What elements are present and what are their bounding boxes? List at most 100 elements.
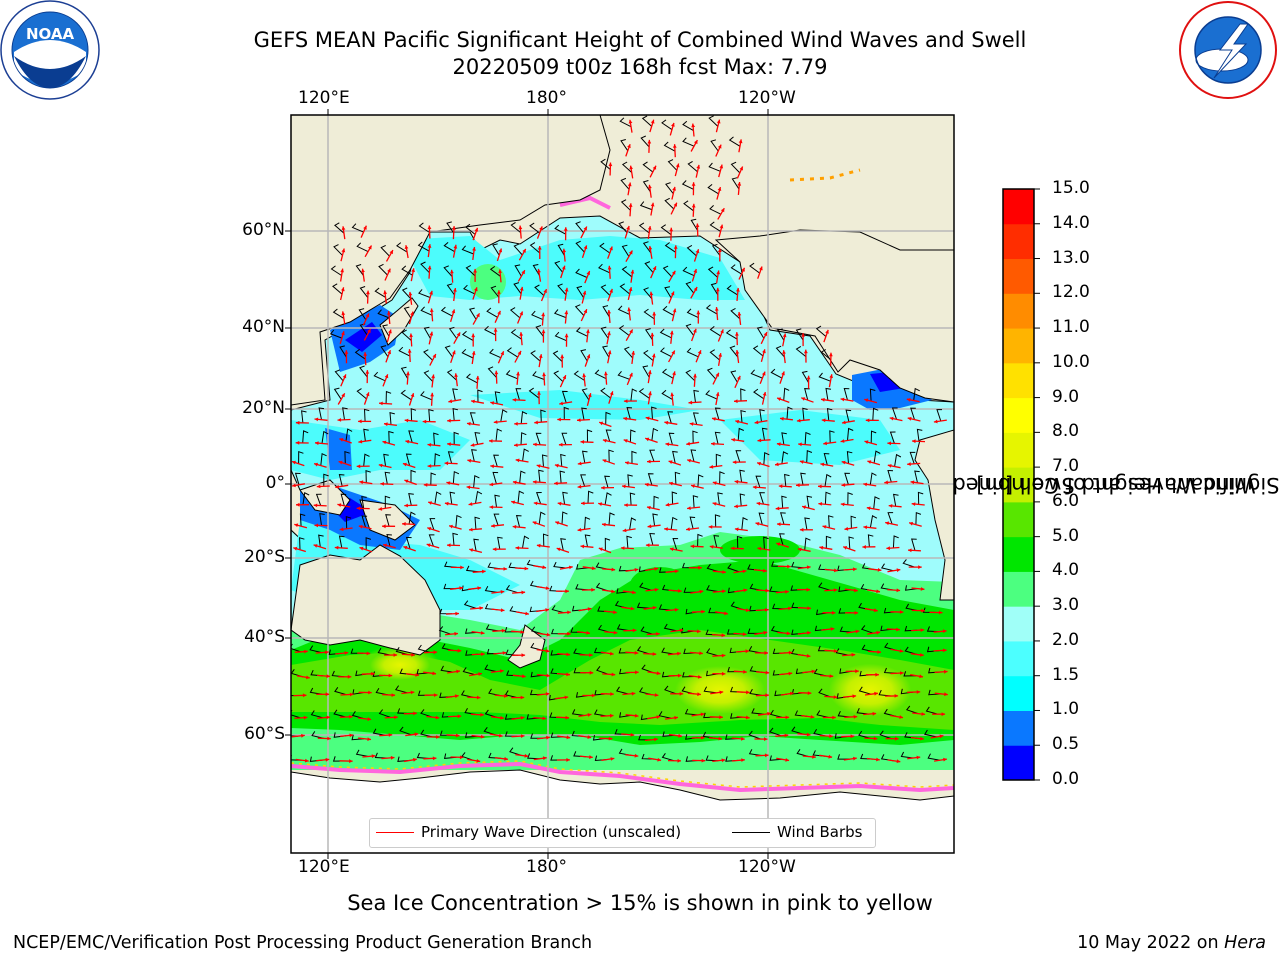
- wave-arrow-head: [577, 484, 582, 489]
- wind-barb: [519, 470, 526, 484]
- wind-barb: [770, 368, 783, 379]
- wind-barb: [617, 370, 630, 380]
- wave-arrow-head: [896, 627, 900, 632]
- wave-arrow-head: [866, 506, 871, 511]
- wave-arrow-head: [532, 480, 537, 484]
- wind-barb: [848, 536, 854, 550]
- wind-barb: [804, 388, 810, 401]
- colorbar-tick-label: 14.0: [1052, 212, 1090, 233]
- wave-arrow-head: [719, 224, 724, 229]
- wind-barb: [664, 685, 677, 695]
- wind-barb: [389, 412, 395, 425]
- wind-barb: [473, 538, 479, 552]
- wave-arrow-head: [542, 756, 547, 761]
- wave-arrow-head: [820, 462, 825, 467]
- wave-arrow-head: [801, 333, 805, 337]
- wind-barb: [748, 749, 762, 756]
- wave-arrow-head: [519, 311, 523, 316]
- wind-barb: [359, 365, 368, 378]
- wind-barb: [925, 706, 939, 715]
- wind-barb: [741, 517, 748, 530]
- wind-barb: [420, 306, 433, 316]
- wave-arrow-head: [741, 267, 745, 272]
- colorbar-tick-label: 0.0: [1052, 769, 1080, 789]
- wave-arrow-head: [554, 481, 558, 486]
- wave-arrow-head: [538, 354, 543, 358]
- wind-barb: [644, 328, 653, 341]
- wave-arrow-head: [586, 354, 591, 359]
- wave-arrow-head: [832, 715, 836, 720]
- wave-arrow-head: [582, 373, 587, 378]
- wave-arrow-head: [696, 164, 701, 169]
- wave-arrow-head: [712, 502, 717, 506]
- wave-arrow-head: [765, 588, 770, 593]
- wind-barb: [355, 749, 369, 757]
- wave-arrow-head: [545, 608, 549, 612]
- wave-arrow-head: [567, 631, 571, 636]
- wave-arrow-head: [806, 732, 811, 737]
- wave-arrow-head: [366, 651, 371, 656]
- wave-arrow-head: [368, 690, 372, 695]
- lat-tick-7: 60°S: [244, 724, 285, 744]
- wind-barb: [420, 261, 430, 274]
- wind-barb: [399, 726, 412, 736]
- wave-arrow-head: [561, 265, 566, 270]
- wind-barb: [804, 431, 811, 445]
- wave-arrow-head: [717, 187, 722, 191]
- wind-barb: [365, 470, 371, 483]
- wind-barb: [299, 513, 306, 527]
- wave-arrow-head: [806, 654, 811, 658]
- wave-arrow-head: [635, 670, 639, 675]
- wind-barb: [428, 534, 435, 547]
- wave-arrow-head: [715, 372, 719, 377]
- wave-arrow-head: [785, 758, 790, 762]
- wind-barb: [719, 471, 725, 484]
- wave-arrow-head: [690, 544, 695, 549]
- wind-barb: [714, 431, 721, 445]
- wind-barb: [800, 472, 806, 486]
- wave-arrow-head: [864, 440, 869, 444]
- wave-arrow-head: [825, 329, 829, 334]
- lon-tick-top-1: 120°E: [298, 88, 350, 108]
- wave-arrow-head: [912, 439, 916, 444]
- wave-arrow-head: [757, 461, 761, 466]
- wind-barb: [423, 326, 431, 339]
- wind-barb: [319, 512, 325, 526]
- wind-barb: [664, 197, 675, 210]
- wind-barb: [573, 370, 585, 381]
- wind-barb: [709, 326, 721, 337]
- wind-barb: [320, 452, 327, 466]
- wave-arrow-head: [432, 756, 437, 761]
- wave-arrow-head: [716, 270, 720, 275]
- wave-arrow-head: [920, 736, 924, 741]
- wave-arrow-head: [752, 485, 757, 490]
- wave-arrow-head: [533, 501, 538, 506]
- wind-barb: [318, 407, 325, 420]
- wind-barb: [825, 387, 832, 401]
- wind-barb: [528, 387, 540, 399]
- wind-barb: [510, 329, 522, 340]
- wave-arrow-head: [626, 226, 630, 230]
- wave-arrow-head: [467, 421, 471, 426]
- wind-barb: [756, 326, 765, 339]
- wave-arrow-head: [334, 545, 339, 550]
- wind-barb: [639, 582, 652, 591]
- wind-barb: [604, 475, 610, 488]
- wind-barb: [640, 626, 653, 635]
- wind-barb: [674, 471, 681, 485]
- wave-arrow-head: [761, 371, 766, 376]
- wind-barb: [531, 310, 544, 321]
- wind-barb: [769, 755, 783, 761]
- wave-arrow-head: [691, 484, 695, 488]
- wind-barb: [639, 201, 653, 211]
- wind-barb: [910, 407, 916, 420]
- wave-arrow-head: [821, 418, 826, 423]
- wind-barb: [401, 329, 412, 341]
- wind-barb: [909, 451, 916, 464]
- wave-arrow-head: [598, 547, 603, 552]
- wave-arrow-head: [734, 504, 738, 509]
- wave-arrow-head: [339, 438, 344, 442]
- wind-barb: [620, 139, 629, 152]
- lat-tick-2: 40°N: [242, 317, 285, 337]
- wind-barb: [452, 532, 458, 546]
